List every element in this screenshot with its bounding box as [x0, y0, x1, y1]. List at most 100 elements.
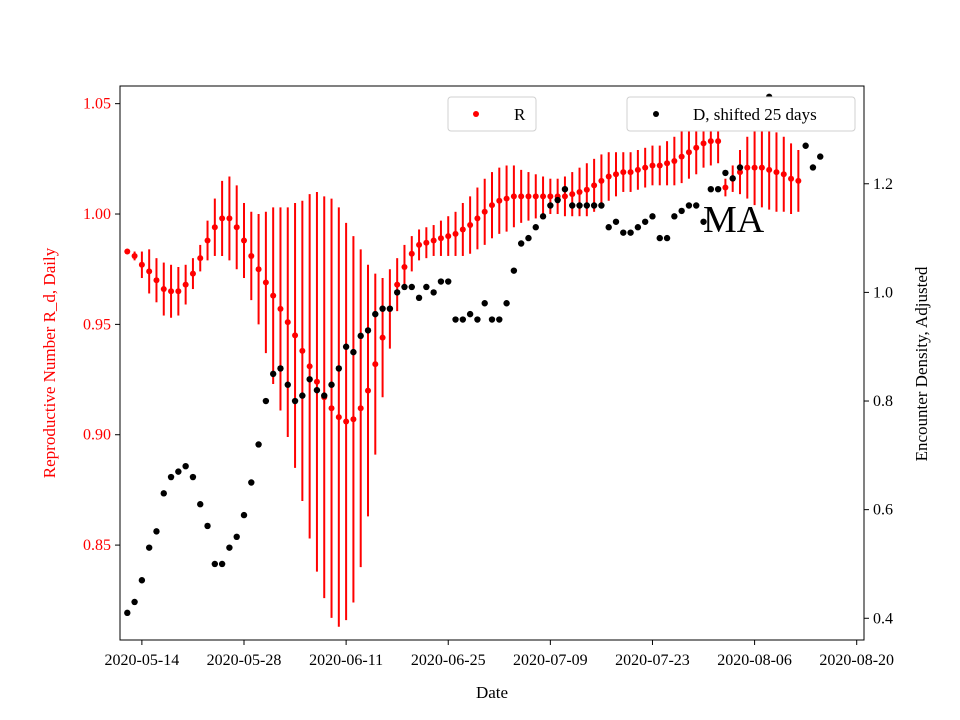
y-right-tick-label: 1.2 [873, 176, 893, 193]
r-point [467, 222, 474, 229]
d-point [466, 310, 474, 318]
d-point [277, 365, 284, 372]
r-point [241, 237, 247, 244]
r-point [445, 233, 452, 240]
r-point [766, 166, 773, 173]
d-point [561, 185, 569, 193]
d-point [547, 202, 554, 209]
r-point [700, 140, 707, 147]
r-point [423, 239, 430, 246]
r-point [693, 144, 700, 151]
y-right-tick-label: 0.8 [873, 393, 893, 410]
annotation-ma: MA [703, 199, 765, 241]
d-point [160, 490, 167, 497]
d-point [649, 213, 656, 220]
d-point [335, 365, 343, 372]
d-point [481, 300, 488, 307]
d-point [663, 234, 671, 242]
d-point [729, 175, 736, 182]
r-point [737, 169, 743, 176]
d-point [357, 332, 364, 340]
d-point [269, 370, 277, 378]
r-point [270, 292, 277, 299]
d-point [350, 348, 357, 356]
legend-d-label: D, shifted 25 days [693, 105, 817, 124]
d-point [328, 381, 335, 388]
r-point [642, 164, 649, 171]
d-point [736, 164, 744, 171]
r-point [343, 418, 350, 425]
r-point [138, 261, 145, 268]
d-point [430, 289, 437, 296]
d-point [598, 202, 605, 209]
r-point [182, 281, 189, 288]
r-point [408, 250, 415, 257]
d-point [525, 234, 532, 242]
legend-r-label: R [514, 105, 526, 124]
d-point [641, 218, 649, 225]
d-point [306, 376, 313, 383]
d-point [423, 283, 430, 291]
r-point [744, 164, 751, 171]
r-point [328, 405, 335, 412]
d-point [342, 343, 350, 350]
r-point [773, 169, 780, 176]
r-point [620, 169, 627, 176]
d-point [620, 229, 627, 236]
d-point [700, 218, 707, 225]
r-point [561, 193, 568, 200]
d-point [284, 381, 291, 388]
legend-d[interactable]: D, shifted 25 days [626, 96, 856, 132]
series-d [124, 93, 824, 617]
d-point [364, 327, 372, 334]
r-point [284, 319, 291, 326]
r-point [219, 215, 226, 222]
r-point [591, 182, 598, 189]
d-point [583, 202, 591, 209]
d-point [393, 289, 401, 296]
r-point [248, 252, 255, 259]
r-point [496, 197, 503, 204]
r-point [715, 138, 722, 145]
legend-r[interactable]: R [447, 96, 537, 132]
r-point [365, 387, 371, 394]
r-point [569, 191, 576, 198]
d-point [612, 218, 620, 225]
d-point [671, 213, 678, 220]
y-left-tick-label: 1.05 [83, 96, 111, 113]
d-point [474, 316, 481, 323]
r-point [510, 193, 517, 200]
d-point [372, 310, 379, 318]
d-point [539, 213, 547, 220]
d-point [321, 392, 328, 399]
r-point [489, 202, 495, 209]
r-point [233, 224, 240, 231]
x-tick-label: 2020-06-25 [411, 652, 486, 669]
r-point [226, 215, 233, 222]
d-point [138, 577, 146, 584]
y-right-tick-label: 1.0 [873, 284, 893, 301]
r-point [758, 164, 765, 171]
d-point [299, 392, 306, 399]
d-point [233, 533, 240, 541]
d-point [605, 224, 612, 231]
x-tick-label: 2020-08-06 [717, 652, 792, 669]
d-point [124, 609, 131, 617]
r-point [664, 160, 671, 167]
d-point [379, 305, 386, 312]
r-point [481, 208, 488, 215]
r-point [780, 171, 787, 178]
d-point [255, 441, 262, 448]
d-point [291, 397, 299, 405]
series-r [124, 116, 802, 627]
x-tick-label: 2020-05-14 [105, 652, 180, 669]
d-point [204, 522, 211, 530]
d-point [532, 224, 539, 231]
d-point [817, 153, 824, 160]
r-point [350, 416, 357, 423]
y-left-tick-label: 0.95 [83, 316, 111, 333]
r-point [452, 230, 459, 237]
r-point [576, 188, 583, 195]
y-right-tick-label: 0.4 [873, 610, 893, 627]
r-point [299, 347, 306, 354]
